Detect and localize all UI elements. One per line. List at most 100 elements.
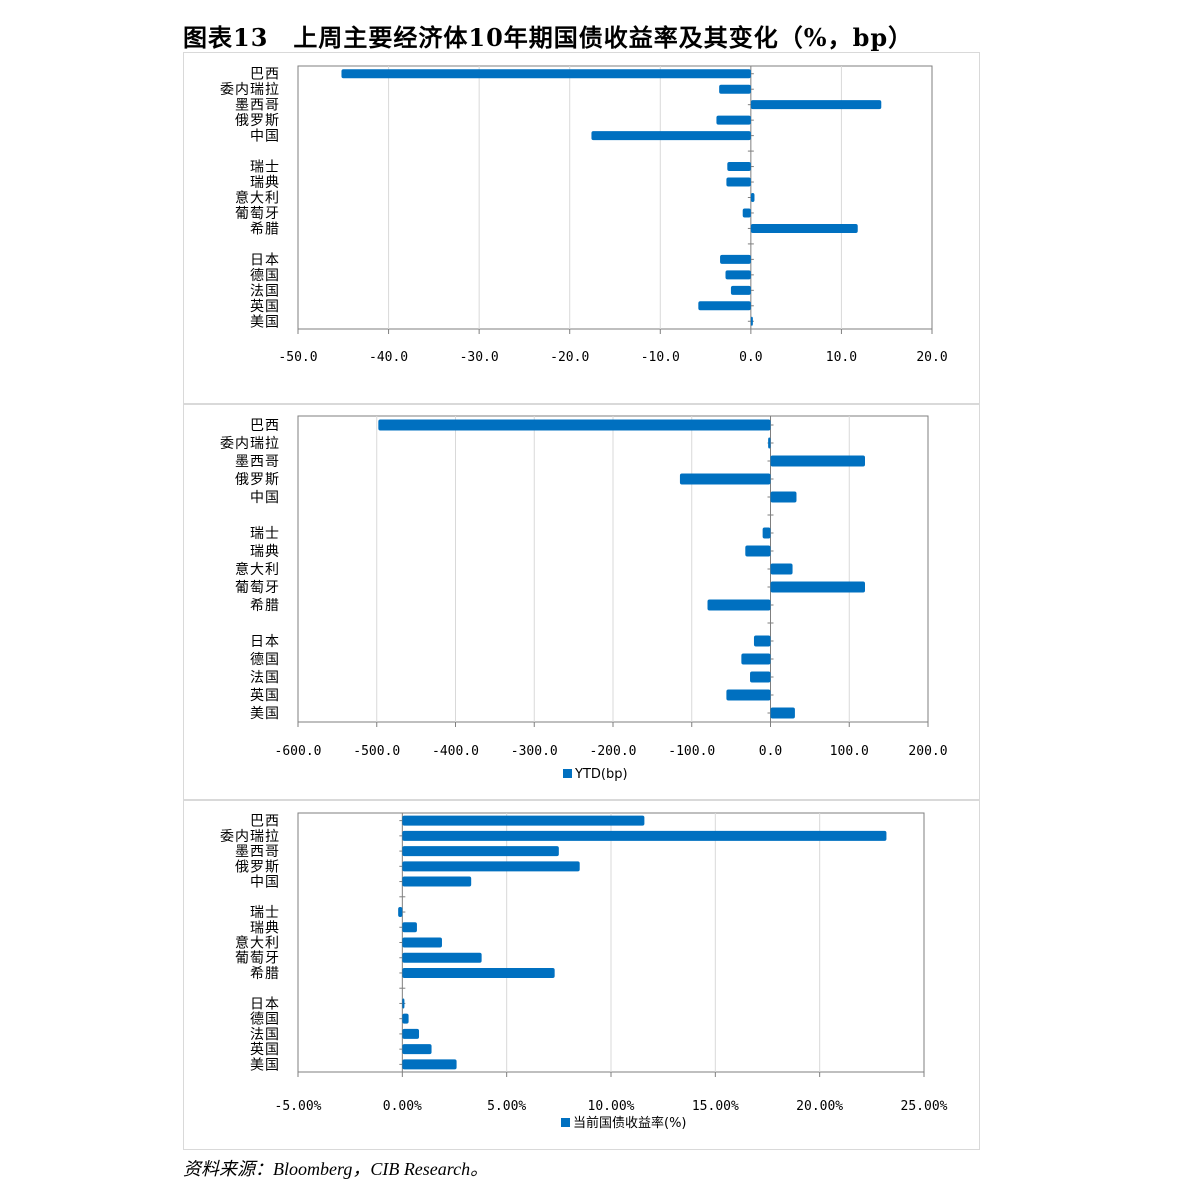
bar [726, 177, 751, 187]
category-label: 瑞典 [250, 544, 280, 560]
category-label: 希腊 [250, 221, 280, 237]
category-label: 希腊 [250, 598, 280, 614]
x-tick-label: -600.0 [275, 744, 322, 759]
bar [770, 581, 865, 593]
bar [716, 115, 751, 125]
x-tick-label: -400.0 [432, 744, 479, 759]
bar [398, 907, 403, 918]
bar [402, 922, 417, 933]
x-tick-label: 100.0 [830, 744, 869, 759]
chart-title: 图表13 上周主要经济体10年期国债收益率及其变化（%，bp） [183, 23, 914, 52]
bar [378, 419, 771, 431]
category-label: 墨西哥 [235, 98, 280, 114]
x-tick-label: -20.0 [550, 350, 589, 365]
bar [402, 1044, 432, 1055]
category-label: 墨西哥 [235, 844, 280, 860]
bar [707, 599, 771, 611]
bar [402, 1059, 457, 1070]
category-label: 美国 [250, 706, 280, 722]
bar [679, 473, 771, 485]
bar [402, 876, 472, 887]
bar [402, 952, 482, 963]
bar [742, 208, 751, 218]
bar [770, 455, 865, 467]
bar [750, 100, 882, 110]
category-label: 俄罗斯 [235, 113, 280, 129]
x-tick-label: -100.0 [668, 744, 715, 759]
category-label: 法国 [250, 1027, 280, 1043]
bar [402, 967, 555, 978]
bar [745, 545, 771, 557]
bar [727, 162, 751, 172]
category-label: 德国 [250, 268, 280, 284]
bar [402, 861, 580, 872]
legend-label: 当前国债收益率(%) [573, 1115, 687, 1131]
x-tick-label: 10.0 [826, 350, 857, 365]
bar [698, 301, 751, 311]
x-tick-label: -500.0 [353, 744, 400, 759]
category-label: 英国 [250, 687, 280, 704]
category-label: 瑞士 [250, 905, 280, 921]
category-label: 巴西 [250, 814, 280, 830]
category-label: 中国 [250, 490, 280, 506]
category-label: 中国 [250, 875, 280, 891]
category-label: 美国 [250, 1057, 280, 1073]
category-label: 葡萄牙 [235, 206, 280, 222]
category-label: 英国 [250, 298, 280, 315]
x-tick-label: 5.00% [487, 1099, 526, 1114]
category-label: 瑞士 [250, 160, 280, 176]
bar [719, 84, 751, 94]
bar [750, 671, 771, 683]
source-label: 资料来源： [183, 1159, 273, 1180]
category-label: 日本 [250, 634, 280, 650]
bar [725, 270, 751, 280]
bar [762, 527, 771, 539]
category-label: 德国 [250, 652, 280, 668]
bar [402, 937, 442, 948]
bar [730, 285, 751, 295]
x-tick-label: -200.0 [590, 744, 637, 759]
legend-swatch [563, 769, 572, 778]
bar [750, 223, 858, 233]
category-label: 巴西 [250, 418, 280, 434]
category-label: 委内瑞拉 [220, 82, 280, 98]
x-tick-label: 25.00% [901, 1099, 948, 1114]
category-label: 意大利 [235, 190, 280, 207]
x-tick-label: -40.0 [369, 350, 408, 365]
source-note: 资料来源：Bloomberg，CIB Research。 [183, 1155, 488, 1181]
x-tick-label: 15.00% [692, 1099, 739, 1114]
category-label: 墨西哥 [235, 454, 280, 470]
bar [402, 815, 645, 826]
bar [341, 69, 751, 79]
category-label: 俄罗斯 [235, 859, 280, 875]
category-label: 希腊 [250, 966, 280, 982]
bar [720, 254, 751, 264]
x-tick-label: 0.0 [759, 744, 782, 759]
x-tick-label: 20.0 [916, 350, 947, 365]
bar [402, 998, 405, 1009]
category-label: 美国 [250, 314, 280, 330]
legend: YTD(bp) [563, 767, 628, 782]
x-tick-label: 20.00% [796, 1099, 843, 1114]
x-tick-label: 0.00% [383, 1099, 422, 1114]
bar [768, 437, 771, 449]
category-label: 俄罗斯 [235, 472, 280, 488]
x-tick-label: 0.0 [739, 350, 762, 365]
x-tick-label: 200.0 [908, 744, 947, 759]
bar [770, 707, 795, 719]
x-tick-label: -10.0 [641, 350, 680, 365]
bar-chart-weekly-change: -50.0 -40.0 -30.0 -20.0 -10.0 0.0 10.0 20.0 巴西委内… [220, 65, 948, 365]
bar [402, 846, 559, 857]
category-label: 意大利 [235, 935, 280, 952]
bar [402, 1013, 409, 1024]
category-label: 巴西 [250, 67, 280, 83]
category-label: 葡萄牙 [235, 580, 280, 596]
bar [750, 193, 755, 202]
source-text: Bloomberg，CIB Research。 [273, 1159, 489, 1179]
category-label: 中国 [250, 129, 280, 145]
x-tick-label: -5.00% [275, 1099, 322, 1114]
legend: 当前国债收益率(%) [561, 1115, 687, 1131]
legend-label: YTD(bp) [574, 767, 628, 782]
category-label: 葡萄牙 [235, 951, 280, 967]
category-label: 日本 [250, 996, 280, 1012]
